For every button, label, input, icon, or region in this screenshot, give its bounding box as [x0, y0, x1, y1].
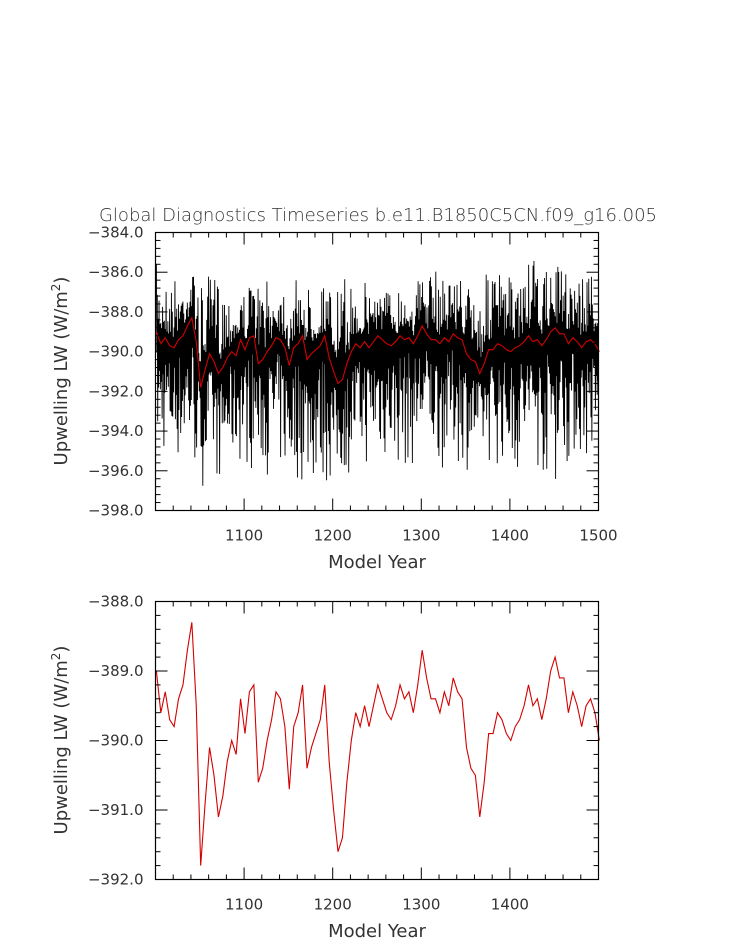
y-tick-label: −398.0	[88, 502, 144, 520]
y-tick-label: −388.0	[88, 593, 144, 611]
bottom-y-axis-label: Upwelling LW (W/m2)	[49, 646, 72, 835]
bottom-y-axis: −388.0 −389.0 −390.0 −391.0 −392.0	[88, 593, 599, 889]
smoothed-series-line	[155, 316, 600, 388]
y-tick-label: −390.0	[88, 343, 144, 361]
y-tick-label: −386.0	[88, 263, 144, 281]
bottom-plot-area	[155, 622, 600, 866]
y-tick-label: −390.0	[88, 732, 144, 750]
y-tick-label: −388.0	[88, 303, 144, 321]
x-tick-label: 1200	[314, 896, 352, 914]
top-y-axis-label: Upwelling LW (W/m2)	[49, 277, 72, 466]
x-tick-label: 1300	[402, 527, 440, 545]
top-y-axis-label-superscript: 2	[49, 284, 63, 292]
x-tick-label: 1400	[491, 527, 529, 545]
top-y-axis-label-text: Upwelling LW (W/m	[51, 291, 72, 465]
top-x-axis: 1100 1200 1300 1400 1500	[172, 232, 618, 545]
y-tick-label: −392.0	[88, 382, 144, 400]
chart-title: Global Diagnostics Timeseries b.e11.B185…	[99, 205, 657, 226]
top-y-axis: −384.0 −386.0 −388.0 −390.0 −392.0 −394.0 −396…	[88, 224, 599, 520]
top-plot-frame	[154, 231, 600, 512]
top-plot-area	[155, 261, 600, 486]
x-tick-label: 1100	[225, 527, 263, 545]
y-tick-label: −391.0	[88, 801, 144, 819]
bottom-x-axis-label: Model Year	[328, 921, 426, 942]
bottom-y-axis-label-text: Upwelling LW (W/m	[51, 660, 72, 834]
top-x-axis-label: Model Year	[328, 552, 426, 573]
y-tick-label: −396.0	[88, 462, 144, 480]
x-tick-label: 1300	[402, 896, 440, 914]
y-tick-label: −384.0	[88, 224, 144, 242]
top-chart: 1100 1200 1300 1400 1500 −384.0−386.0−388.0−…	[49, 224, 618, 574]
y-tick-label: −389.0	[88, 662, 144, 680]
annual-series-line	[155, 261, 599, 486]
y-tick-label: −392.0	[88, 871, 144, 889]
x-tick-label: 1400	[491, 896, 529, 914]
y-tick-label: −394.0	[88, 422, 144, 440]
bottom-plot-frame	[154, 600, 600, 881]
x-tick-label: 1100	[225, 896, 263, 914]
smoothed-series-line	[155, 622, 600, 866]
bottom-y-axis-label-close: )	[51, 646, 72, 653]
top-y-axis-label-close: )	[51, 277, 72, 284]
x-tick-label: 1200	[314, 527, 352, 545]
bottom-chart: 1100 1200 1300 1400 −388.0 −389.0 −390.0 −391.…	[49, 593, 600, 942]
bottom-y-axis-label-superscript: 2	[49, 653, 63, 661]
x-tick-label: 1500	[579, 527, 617, 545]
bottom-x-axis: 1100 1200 1300 1400	[172, 601, 582, 914]
